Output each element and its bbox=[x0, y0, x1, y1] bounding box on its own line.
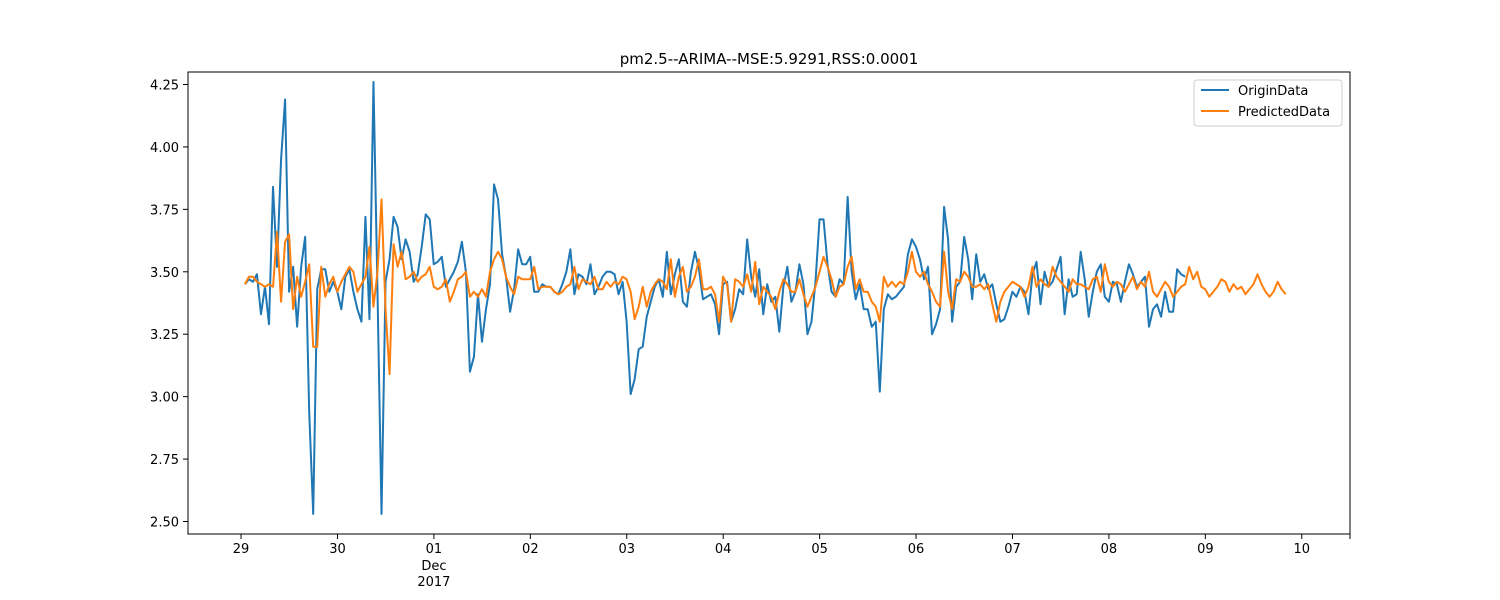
legend: OriginData PredictedData bbox=[1193, 79, 1343, 127]
legend-label: PredictedData bbox=[1238, 105, 1330, 120]
chart-title: pm2.5--ARIMA--MSE:5.9291,RSS:0.0001 bbox=[620, 50, 919, 68]
x-tick-label: 29 bbox=[233, 542, 250, 557]
x-tick-label: 05 bbox=[811, 542, 828, 557]
y-tick-label: 2.50 bbox=[150, 516, 179, 531]
y-tick-label: 4.00 bbox=[150, 141, 179, 156]
legend-label: OriginData bbox=[1238, 84, 1308, 99]
series-line-predicteddata bbox=[244, 198, 1287, 376]
x-tick-label: 09 bbox=[1197, 542, 1214, 557]
x-tick-label: 07 bbox=[1004, 542, 1021, 557]
plot-area bbox=[244, 80, 1287, 516]
axes-frame bbox=[187, 71, 1351, 535]
x-tick-label: 01 bbox=[426, 542, 443, 557]
y-tick-label: 3.75 bbox=[150, 203, 179, 218]
y-tick-label: 2.75 bbox=[150, 453, 179, 468]
y-tick-label: 3.25 bbox=[150, 328, 179, 343]
x-tick-label: 06 bbox=[908, 542, 925, 557]
y-tick-label: 4.25 bbox=[150, 78, 179, 93]
y-tick-label: 3.50 bbox=[150, 266, 179, 281]
x-tick-label: 02 bbox=[522, 542, 539, 557]
x-tick-label: 10 bbox=[1294, 542, 1311, 557]
x-tick-sublabel: 2017 bbox=[417, 575, 450, 590]
x-tick-label: 08 bbox=[1101, 542, 1118, 557]
series-line-origindata bbox=[244, 80, 1186, 516]
y-tick-label: 3.00 bbox=[150, 391, 179, 406]
x-tick-label: 04 bbox=[715, 542, 732, 557]
x-tick-sublabel: Dec bbox=[421, 559, 446, 574]
x-tick-label: 03 bbox=[618, 542, 635, 557]
x-tick-label: 30 bbox=[329, 542, 346, 557]
legend-box bbox=[1193, 79, 1343, 127]
